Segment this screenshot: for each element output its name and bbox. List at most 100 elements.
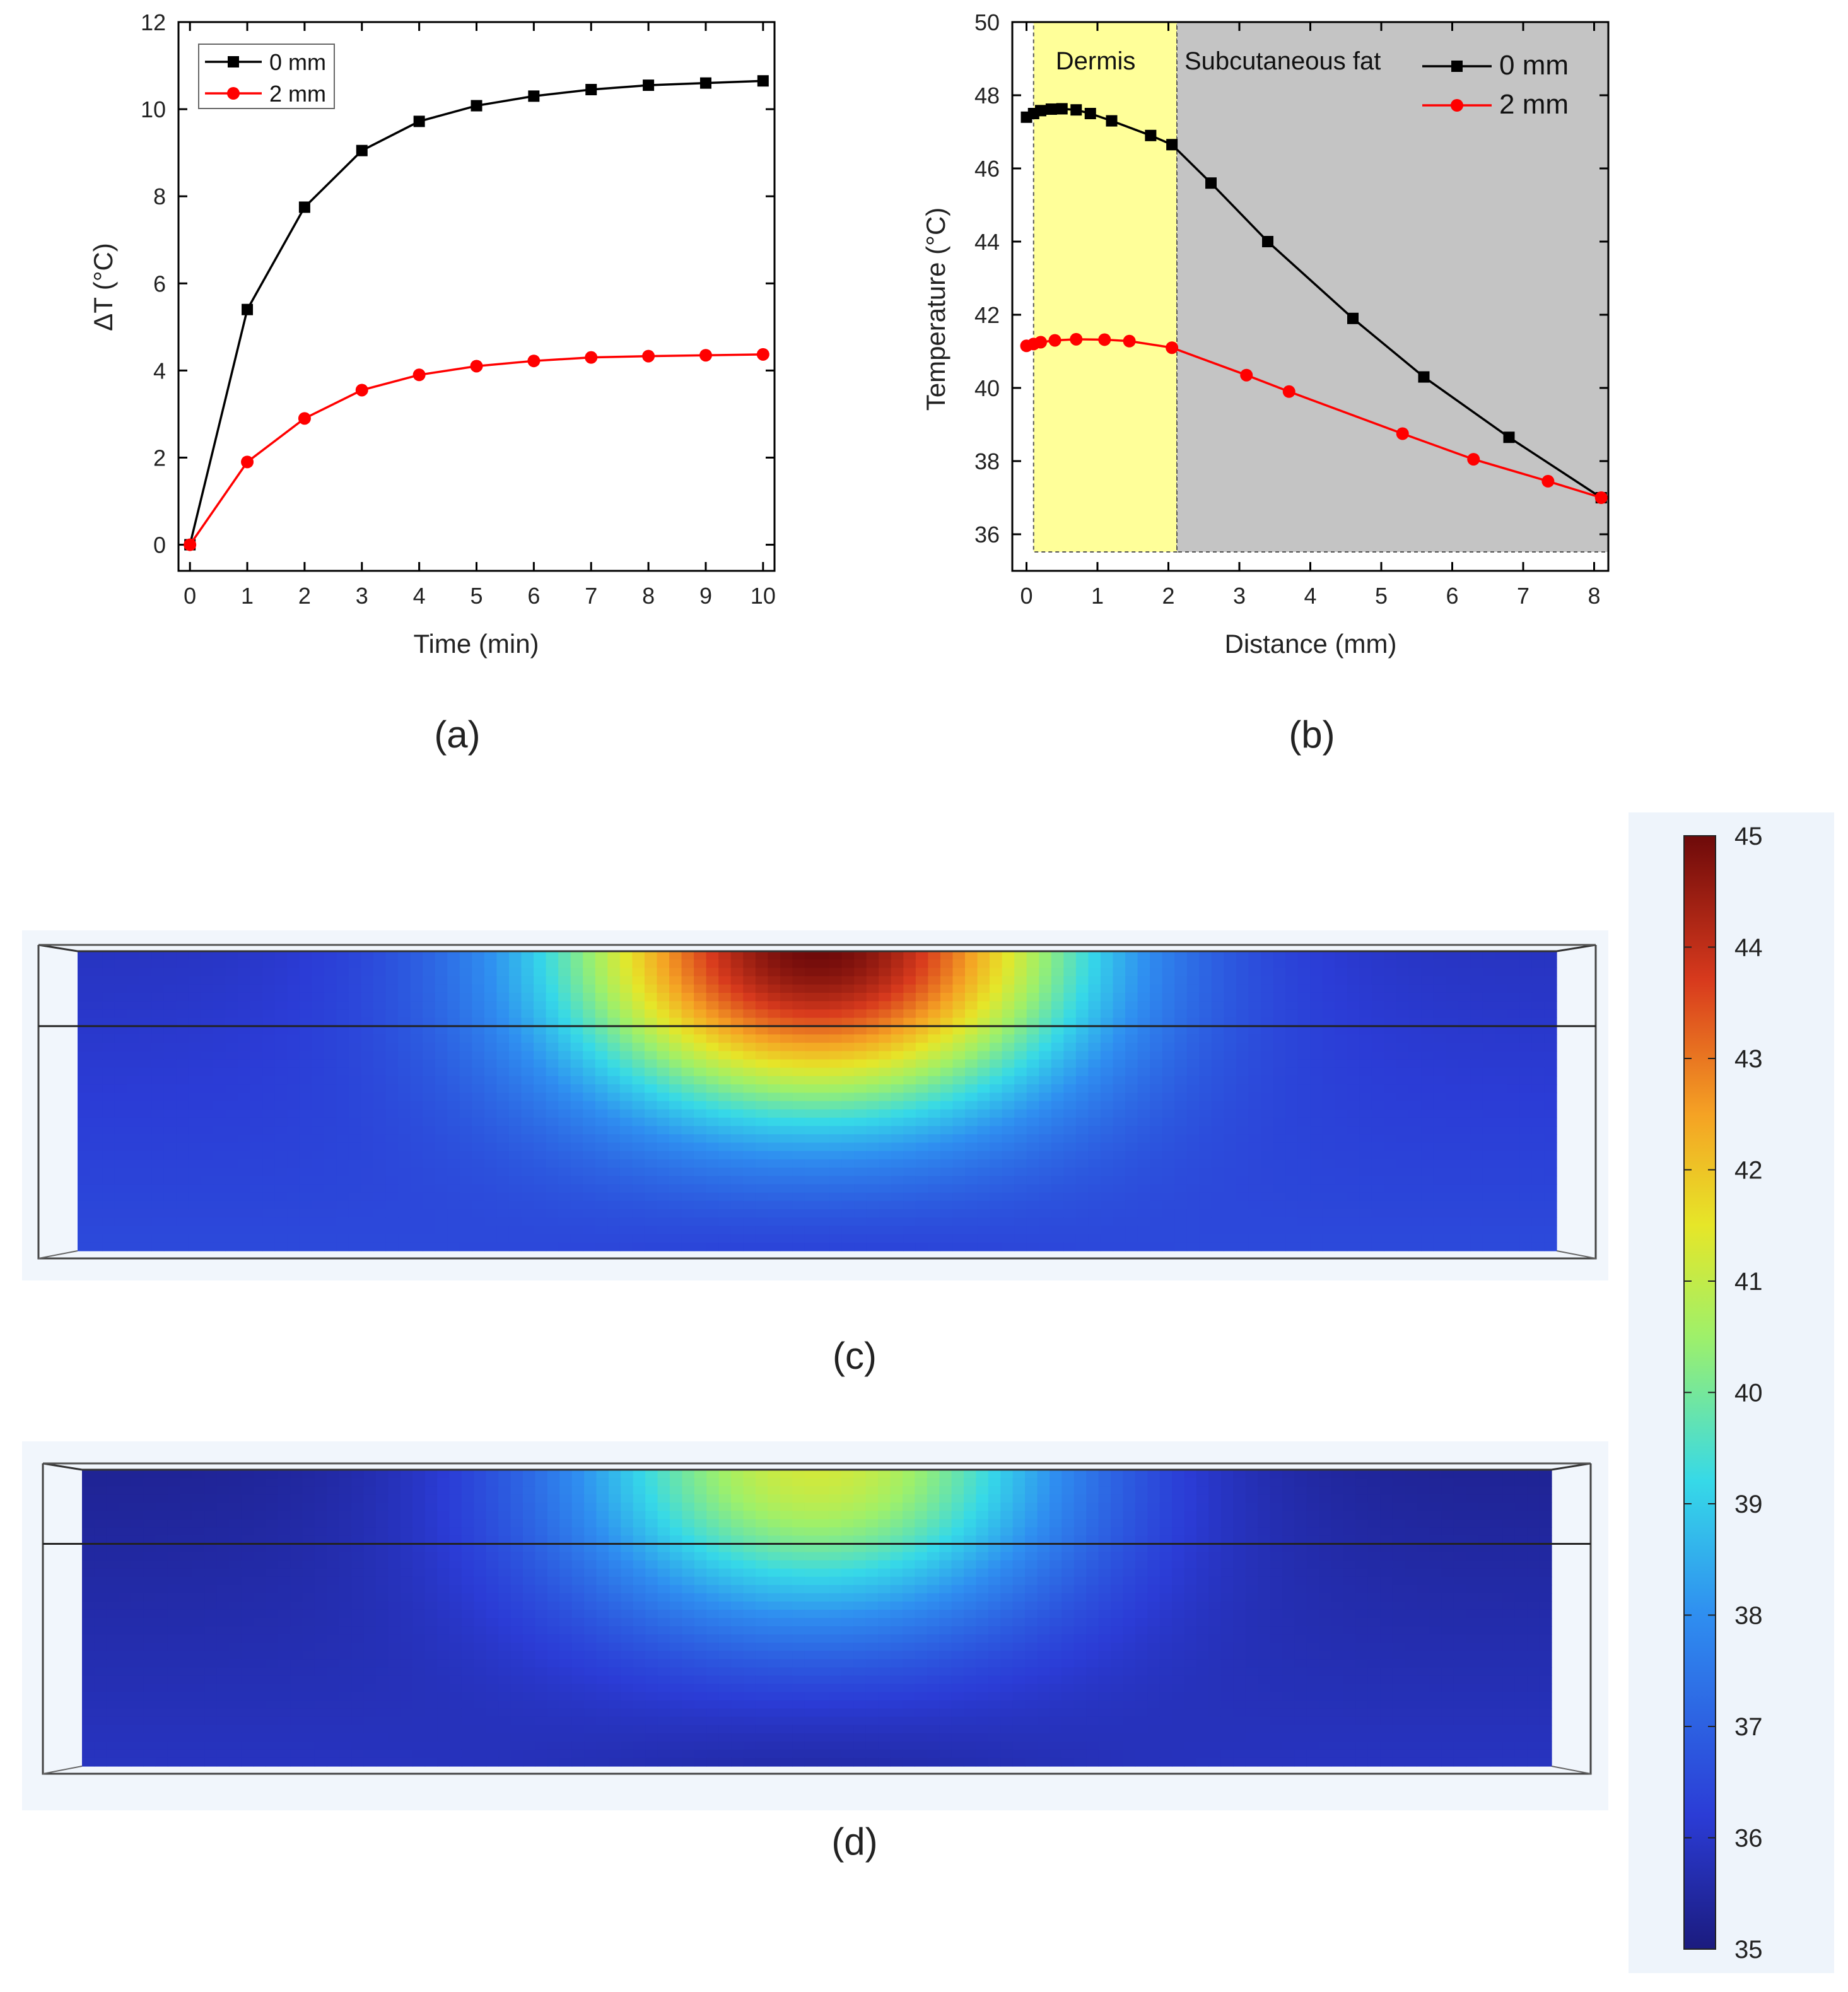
heatmap-cell (928, 1043, 941, 1052)
heatmap-cell (1261, 1134, 1274, 1144)
heatmap-cell (1531, 951, 1545, 960)
heatmap-cell (891, 1043, 904, 1052)
heatmap-cell (521, 1109, 534, 1118)
heatmap-cell (1294, 1494, 1307, 1503)
heatmap-cell (570, 1067, 583, 1077)
heatmap-cell (1000, 1478, 1014, 1487)
heatmap-cell (780, 992, 793, 1002)
panel-label-c: (c) (833, 1335, 877, 1377)
heatmap-cell (1037, 1486, 1050, 1495)
heatmap-cell (1025, 1494, 1038, 1503)
heatmap-cell (1514, 1478, 1528, 1487)
heatmap-cell (768, 1151, 781, 1160)
heatmap-cell (163, 1084, 177, 1093)
heatmap-cell (990, 1117, 1003, 1127)
heatmap-cell (1433, 1067, 1446, 1077)
heatmap-cell (238, 1101, 251, 1110)
heatmap-cell (484, 968, 498, 977)
heatmap-cell (866, 959, 879, 968)
heatmap-cell (681, 992, 694, 1002)
heatmap-cell (657, 1075, 670, 1085)
heatmap-cell (902, 1478, 915, 1487)
heatmap-cell (1199, 992, 1212, 1002)
heatmap-cell (1039, 992, 1052, 1002)
heatmap-cell (1063, 951, 1077, 960)
heatmap-cell (78, 1151, 91, 1160)
heatmap-cell (1137, 1009, 1150, 1019)
data-point (1034, 336, 1047, 349)
heatmap-cell (1224, 1217, 1237, 1227)
heatmap-cell (681, 1151, 694, 1160)
heatmap-cell (1236, 1209, 1249, 1218)
heatmap-cell (632, 1075, 645, 1085)
heatmap-cell (731, 1470, 744, 1479)
heatmap-cell (1220, 1478, 1234, 1487)
heatmap-cell (768, 1034, 781, 1043)
heatmap-cell (238, 1026, 251, 1035)
heatmap-cell (1519, 1192, 1533, 1202)
heatmap-cell (1495, 1226, 1508, 1235)
heatmap-cell (1261, 1168, 1274, 1176)
heatmap-cell (1174, 1051, 1188, 1060)
heatmap-cell (472, 1151, 485, 1160)
heatmap-cell (1125, 1151, 1138, 1160)
heatmap-cell (1408, 1034, 1422, 1043)
heatmap-cell (768, 951, 781, 960)
heatmap-cell (250, 976, 263, 985)
heatmap-cell (447, 1176, 460, 1185)
heatmap-cell (1482, 1226, 1495, 1235)
heatmap-cell (1396, 1159, 1410, 1168)
heatmap-cell (928, 1001, 941, 1010)
heatmap-cell (1433, 1134, 1446, 1144)
heatmap-cell (213, 1242, 226, 1251)
heatmap-cell (299, 1009, 312, 1019)
heatmap-cell (940, 1043, 954, 1052)
heatmap-cell (127, 1176, 140, 1185)
heatmap-cell (755, 992, 768, 1002)
heatmap-cell (1208, 1478, 1222, 1487)
heatmap-cell (595, 1043, 608, 1052)
heatmap-cell (1396, 1234, 1410, 1243)
heatmap-cell (1446, 1109, 1459, 1118)
heatmap-cell (595, 992, 608, 1002)
heatmap-cell (1458, 1075, 1471, 1085)
heatmap-cell (238, 984, 251, 993)
heatmap-cell (1482, 1192, 1495, 1202)
heatmap-cell (841, 1067, 855, 1077)
heatmap-cell (213, 1159, 226, 1168)
heatmap-cell (915, 1184, 928, 1193)
x-tick-label: 0 (184, 583, 196, 609)
heatmap-cell (127, 1051, 140, 1060)
heatmap-cell (312, 968, 325, 977)
heatmap-cell (546, 1134, 559, 1144)
heatmap-cell (607, 1109, 621, 1118)
heatmap-cell (484, 1217, 498, 1227)
heatmap-cell (1199, 984, 1212, 993)
heatmap-cell (435, 1151, 448, 1160)
heatmap-cell (314, 1494, 327, 1503)
heatmap-cell (176, 1009, 189, 1019)
heatmap-cell (274, 1242, 288, 1251)
heatmap-cell (1384, 976, 1397, 985)
heatmap-cell (176, 1242, 189, 1251)
heatmap-cell (336, 1026, 349, 1035)
heatmap-cell (176, 1084, 189, 1093)
heatmap-cell (1051, 1009, 1064, 1019)
heatmap-cell (694, 1142, 707, 1152)
heatmap-cell (915, 1075, 928, 1085)
x-tick-label: 6 (527, 583, 540, 609)
heatmap-cell (891, 1059, 904, 1069)
heatmap-cell (977, 984, 990, 993)
heatmap-cell (1405, 1486, 1418, 1495)
heatmap-cell (188, 1217, 202, 1227)
heatmap-cell (1322, 1009, 1335, 1019)
heatmap-cell (780, 1109, 793, 1118)
heatmap-cell (1125, 1009, 1138, 1019)
heatmap-cell (559, 1478, 573, 1487)
heatmap-cell (508, 1168, 522, 1176)
heatmap-cell (1297, 1059, 1311, 1069)
heatmap-cell (990, 1134, 1003, 1144)
heatmap-cell (1519, 1051, 1533, 1060)
heatmap-cell (1531, 1151, 1545, 1160)
heatmap-cell (1186, 1093, 1200, 1102)
